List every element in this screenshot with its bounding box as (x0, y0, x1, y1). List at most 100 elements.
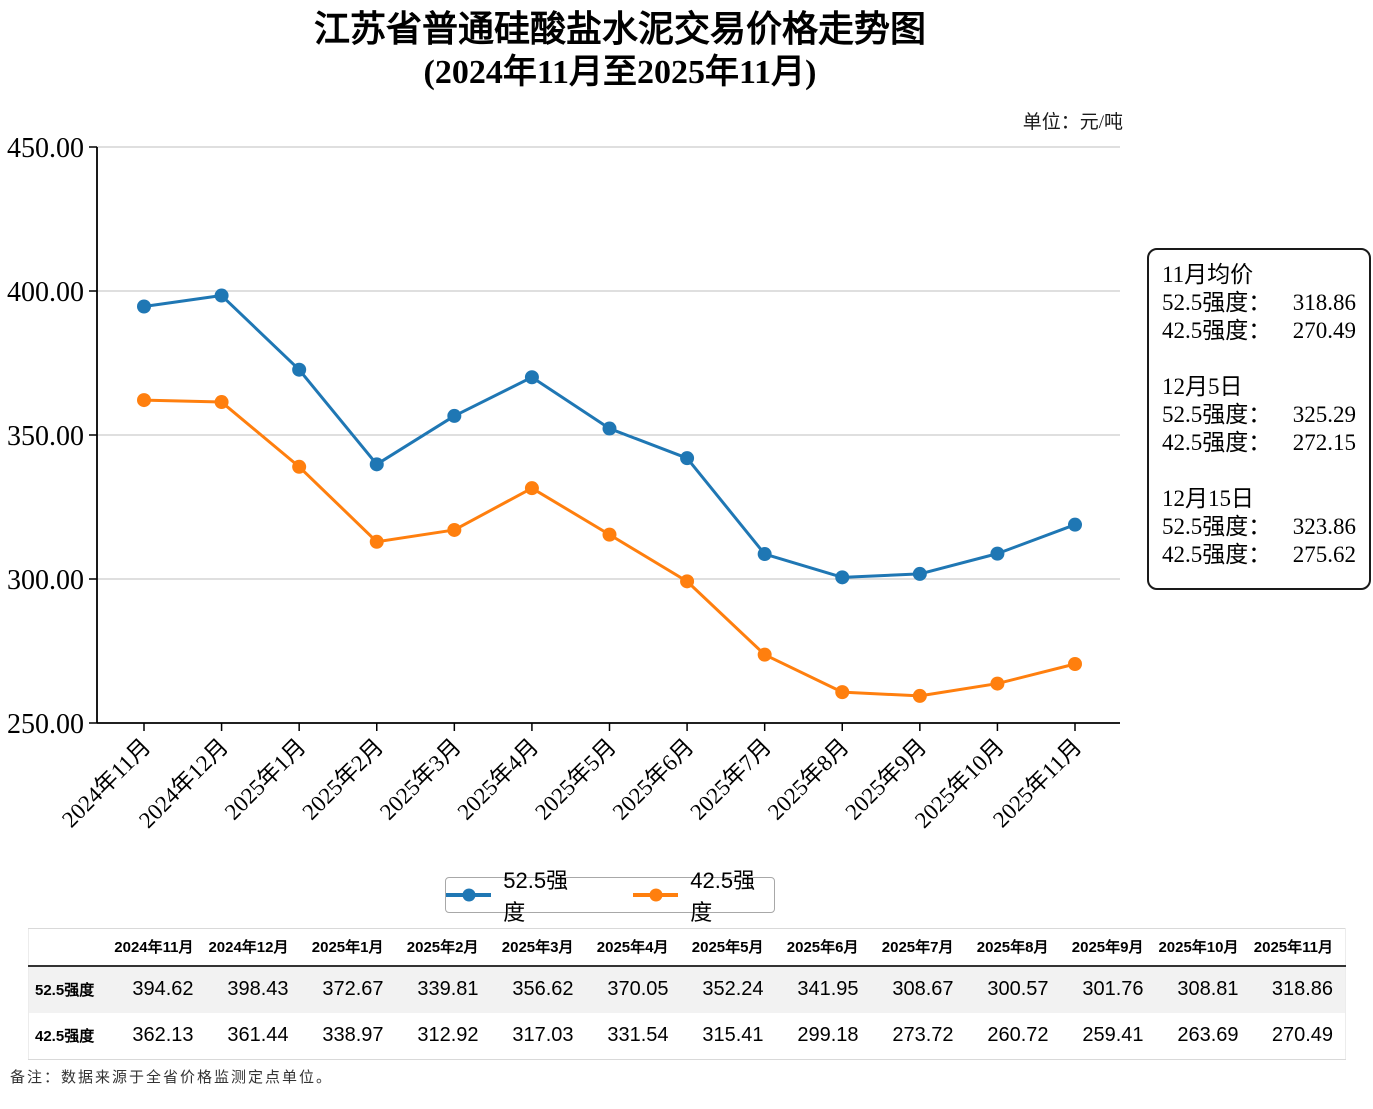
table-cell-value: 259.41 (1082, 1024, 1144, 1047)
table-column-header: 2025年8月 (965, 928, 1061, 967)
data-point-42.5强度 (524, 481, 539, 496)
annotation-group: 11月均价 52.5强度： 318.86 42.5强度： 270.49 (1162, 261, 1356, 345)
annotation-group: 12月15日 52.5强度： 323.86 42.5强度： 275.62 (1162, 485, 1356, 569)
data-point-52.5强度 (447, 408, 462, 423)
table-cell-value: 308.81 (1177, 978, 1239, 1000)
table-cell-value: 372.67 (322, 978, 384, 1000)
data-point-52.5强度 (602, 421, 617, 436)
annotation-line: 52.5强度： 325.29 (1162, 401, 1356, 429)
table-cell-value: 315.41 (702, 1024, 764, 1047)
legend-line-marker-icon (446, 888, 492, 902)
annotation-line-value: 325.29 (1292, 402, 1356, 427)
annotation-line: 42.5强度： 272.15 (1162, 429, 1356, 457)
legend-label: 42.5强度 (690, 868, 756, 925)
price-trend-line-chart: 450.00400.00350.00300.00250.002024年11月20… (7, 133, 1120, 833)
unit-label: 单位：元/吨 (1022, 112, 1123, 133)
annotation-heading: 12月5日 (1162, 374, 1243, 399)
y-axis-tick-label: 250.00 (7, 709, 84, 740)
data-point-42.5强度 (602, 527, 617, 542)
chart-title-line1: 江苏省普通硅酸盐水泥交易价格走势图 (313, 9, 926, 49)
data-point-52.5强度 (369, 457, 384, 472)
legend-dot-icon (462, 888, 476, 902)
table-header-row: 2024年11月 2024年12月 2025年1月 2025年2月 2025年3月 202… (28, 928, 1346, 967)
legend-item: 42.5强度 (633, 863, 774, 927)
table-cell-value: 361.44 (227, 1024, 289, 1047)
x-axis-tick-label: 2025年8月 (763, 734, 854, 825)
data-point-42.5强度 (369, 534, 384, 549)
annotation-line-value: 275.62 (1292, 542, 1356, 567)
table-cell-value: 338.97 (322, 1024, 384, 1047)
table-cell-value: 331.54 (607, 1024, 669, 1047)
data-point-42.5强度 (990, 676, 1005, 691)
table-row-label: 52.5强度 (35, 982, 95, 999)
data-point-42.5强度 (214, 395, 229, 410)
annotation-line-value: 318.86 (1292, 290, 1356, 315)
annotation-line-value: 270.49 (1292, 318, 1356, 343)
x-axis-tick-label: 2025年1月 (220, 734, 311, 825)
y-axis-tick-label: 450.00 (7, 133, 84, 164)
table-column-header: 2025年11月 (1250, 928, 1346, 967)
x-axis-tick-label: 2025年5月 (530, 734, 621, 825)
table-column-header: 2024年11月 (110, 928, 206, 967)
table-row-label: 42.5强度 (35, 1028, 95, 1046)
annotation-line-label: 52.5强度： (1162, 514, 1272, 539)
table-column-header: 2025年6月 (775, 928, 871, 967)
data-point-42.5强度 (137, 393, 151, 408)
table-corner-cell (28, 928, 111, 967)
data-point-52.5强度 (680, 451, 695, 466)
chart-legend: 52.5强度 42.5强度 (445, 868, 775, 925)
data-point-42.5强度 (680, 574, 695, 589)
table-row: 52.5强度 394.62 398.43 372.67 339.81 356.62 370.… (28, 965, 1346, 1013)
price-data-table: 2024年11月 2024年12月 2025年1月 2025年2月 2025年3月 202… (28, 928, 1346, 1060)
table-cell-value: 398.43 (227, 978, 289, 1000)
data-point-52.5强度 (912, 566, 927, 581)
y-axis-tick-label: 300.00 (7, 565, 84, 596)
legend-dot-icon (649, 888, 663, 902)
table-cell-value: 317.03 (512, 1024, 574, 1047)
table-cell-value: 370.05 (607, 978, 669, 1000)
table-cell-value: 308.67 (892, 978, 954, 1000)
annotation-line-value: 323.86 (1292, 514, 1356, 539)
x-axis-tick-label: 2025年7月 (685, 734, 776, 825)
annotation-line-label: 52.5强度： (1162, 402, 1272, 427)
annotation-box: 11月均价 52.5强度： 318.86 42.5强度： 270.49 12月5日 52.5… (1147, 248, 1371, 590)
y-axis-tick-label: 400.00 (7, 277, 84, 308)
data-point-52.5强度 (292, 362, 307, 377)
legend-label: 52.5强度 (503, 868, 569, 925)
table-cell-value: 362.13 (132, 1024, 194, 1047)
annotation-heading: 11月均价 (1162, 262, 1254, 287)
annotation-line: 52.5强度： 318.86 (1162, 289, 1356, 317)
annotation-group: 12月5日 52.5强度： 325.29 42.5强度： 272.15 (1162, 373, 1356, 457)
table-cell-value: 339.81 (417, 978, 479, 1000)
table-column-header: 2025年5月 (680, 928, 776, 967)
data-point-52.5强度 (137, 299, 151, 314)
annotation-line-label: 42.5强度： (1162, 542, 1272, 567)
annotation-line-label: 42.5强度： (1162, 430, 1272, 455)
annotation-line: 42.5强度： 275.62 (1162, 541, 1356, 569)
table-cell-value: 394.62 (132, 978, 194, 1000)
table-column-header: 2025年4月 (585, 928, 681, 967)
data-point-52.5强度 (757, 547, 772, 562)
data-point-52.5强度 (524, 370, 539, 385)
table-cell-value: 260.72 (987, 1024, 1049, 1047)
annotation-line: 42.5强度： 270.49 (1162, 317, 1356, 345)
data-point-52.5强度 (214, 288, 229, 303)
y-axis-tick-label: 350.00 (7, 421, 84, 452)
table-column-header: 2025年2月 (395, 928, 491, 967)
chart-title: 江苏省普通硅酸盐水泥交易价格走势图 (2024年11月至2025年11月) (0, 6, 1240, 94)
table-cell-value: 356.62 (512, 978, 574, 1000)
data-point-42.5强度 (912, 688, 927, 703)
x-axis-tick-label: 2025年4月 (453, 734, 544, 825)
table-cell-value: 299.18 (797, 1024, 859, 1047)
table-column-header: 2025年3月 (490, 928, 586, 967)
data-point-42.5强度 (835, 685, 850, 700)
legend-line-marker-icon (633, 888, 679, 902)
annotation-heading: 12月15日 (1162, 486, 1254, 511)
table-cell-value: 318.86 (1271, 978, 1333, 1000)
x-axis-tick-label: 2025年3月 (375, 734, 466, 825)
data-point-52.5强度 (1068, 517, 1082, 532)
footer-note: 备注：数据来源于全省价格监测定点单位。 (10, 1070, 334, 1086)
annotation-line-label: 52.5强度： (1162, 290, 1272, 315)
data-point-42.5强度 (292, 459, 307, 474)
table-cell-value: 301.76 (1082, 978, 1144, 1000)
